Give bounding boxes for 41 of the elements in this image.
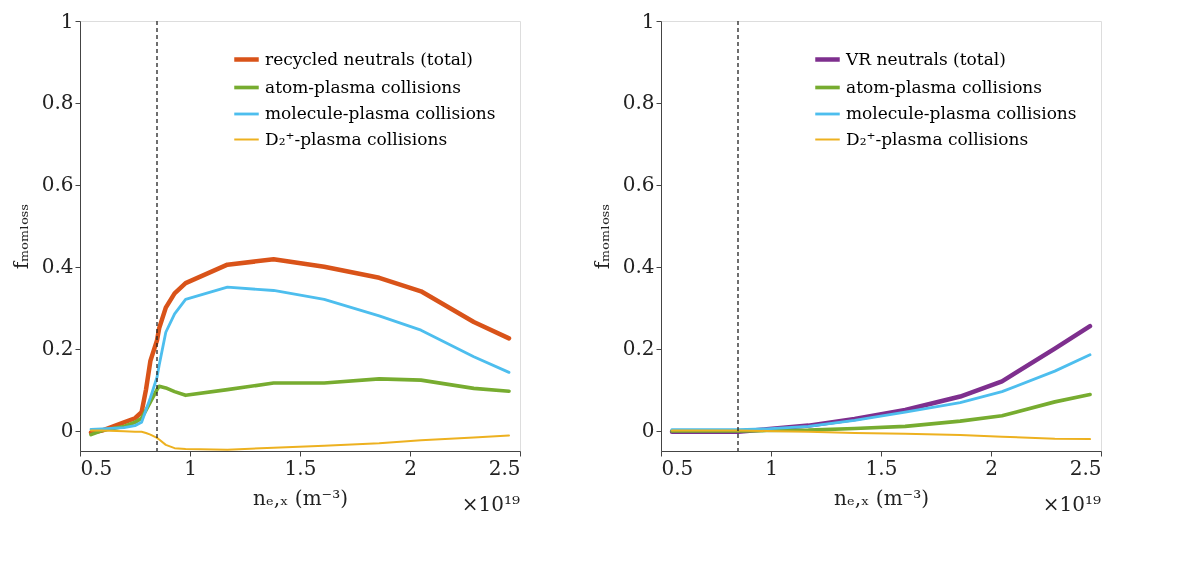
x-tick-label: 0.5 bbox=[661, 455, 694, 480]
y-tick-label: 0.6 bbox=[622, 172, 655, 197]
legend-label: atom-plasma collisions bbox=[265, 76, 462, 97]
y-tick-label: 0 bbox=[60, 418, 74, 443]
x-tick-label: 2 bbox=[404, 455, 417, 480]
x-tick-label: 1 bbox=[765, 455, 778, 480]
y-tick-label: 0 bbox=[641, 418, 655, 443]
y-tick-label: 0.2 bbox=[622, 336, 655, 361]
y-axis-title: fₘₒₘₗₒₛₛ bbox=[589, 203, 614, 270]
legend-label: VR neutrals (total) bbox=[845, 48, 1006, 69]
x-tick-label: 2.5 bbox=[1069, 455, 1102, 480]
x-axis-title: nₑ,ₓ (m⁻³) bbox=[253, 485, 348, 510]
y-tick-label: 0.8 bbox=[41, 90, 74, 115]
legend-label: molecule-plasma collisions bbox=[846, 103, 1077, 123]
x-tick-label: 1 bbox=[184, 455, 197, 480]
legend-label: molecule-plasma collisions bbox=[265, 103, 496, 123]
legend-label: D₂⁺-plasma collisions bbox=[265, 128, 448, 149]
text: ×10¹⁹ bbox=[1042, 492, 1101, 516]
line-series bbox=[90, 429, 510, 451]
y-tick-label: 0.4 bbox=[41, 254, 74, 279]
y-tick-label: 0.4 bbox=[622, 254, 655, 279]
y-tick-label: 0.2 bbox=[41, 336, 74, 361]
x-tick-label: 1.5 bbox=[865, 455, 898, 480]
y-tick-label: 1 bbox=[641, 8, 655, 33]
y-tick-label: 0.8 bbox=[622, 90, 655, 115]
line-series bbox=[89, 285, 511, 431]
line-series bbox=[670, 353, 1092, 432]
line-series bbox=[88, 257, 512, 435]
x-tick-label: 2 bbox=[985, 455, 998, 480]
x-axis-title: nₑ,ₓ (m⁻³) bbox=[834, 485, 929, 510]
text: ×10¹⁹ bbox=[461, 492, 520, 516]
y-axis-title: fₘₒₘₗₒₛₛ bbox=[8, 203, 33, 270]
y-tick-label: 1 bbox=[60, 8, 74, 33]
legend-label: recycled neutrals (total) bbox=[265, 48, 473, 69]
x-tick-label: 2.5 bbox=[488, 455, 521, 480]
x-tick-label: 1.5 bbox=[284, 455, 317, 480]
legend-label: D₂⁺-plasma collisions bbox=[846, 128, 1029, 149]
x-tick-label: 0.5 bbox=[80, 455, 113, 480]
y-tick-label: 0.6 bbox=[41, 172, 74, 197]
line-series bbox=[671, 429, 1091, 441]
legend-label: atom-plasma collisions bbox=[846, 76, 1043, 97]
